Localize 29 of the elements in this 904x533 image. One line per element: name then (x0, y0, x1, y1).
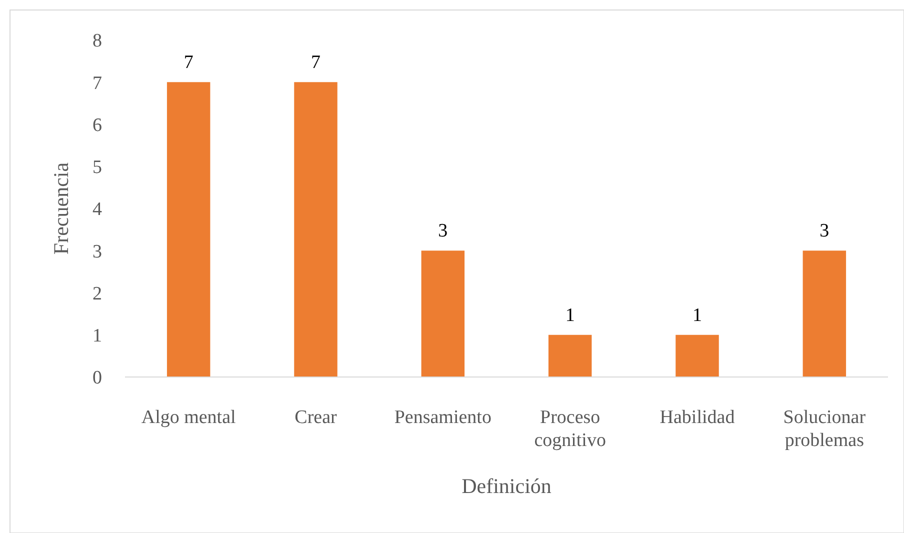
bar (166, 82, 210, 377)
bar (421, 250, 465, 377)
data-label: 7 (311, 52, 320, 74)
x-tick-label: Solucionar problemas (783, 407, 866, 451)
data-label: 1 (565, 304, 575, 326)
y-tick-label: 4 (92, 199, 102, 220)
y-tick-label: 5 (92, 157, 102, 178)
x-tick-label: Crear (294, 407, 338, 428)
bar (802, 250, 846, 377)
y-tick-label: 0 (92, 368, 102, 389)
y-tick-label: 6 (92, 114, 102, 136)
y-tick-label: 2 (92, 283, 102, 304)
y-tick-label: 3 (92, 241, 102, 262)
x-axis-title: Definición (462, 474, 552, 498)
y-axis-title: Frecuencia (49, 162, 73, 255)
x-tick-label: Habilidad (660, 407, 736, 428)
x-tick-label: Algo mental (141, 407, 236, 428)
data-label: 3 (438, 220, 448, 242)
data-label: 3 (820, 220, 830, 242)
y-tick-label: 7 (92, 72, 102, 94)
y-tick-label: 1 (92, 326, 102, 347)
data-label: 1 (692, 304, 702, 326)
data-label: 7 (184, 52, 194, 74)
x-tick-label: Proceso cognitivo (534, 407, 606, 451)
x-tick-label: Pensamiento (394, 407, 492, 428)
bar (294, 82, 338, 377)
y-tick-label: 8 (92, 30, 102, 52)
bar (548, 334, 592, 377)
bar (676, 334, 719, 377)
